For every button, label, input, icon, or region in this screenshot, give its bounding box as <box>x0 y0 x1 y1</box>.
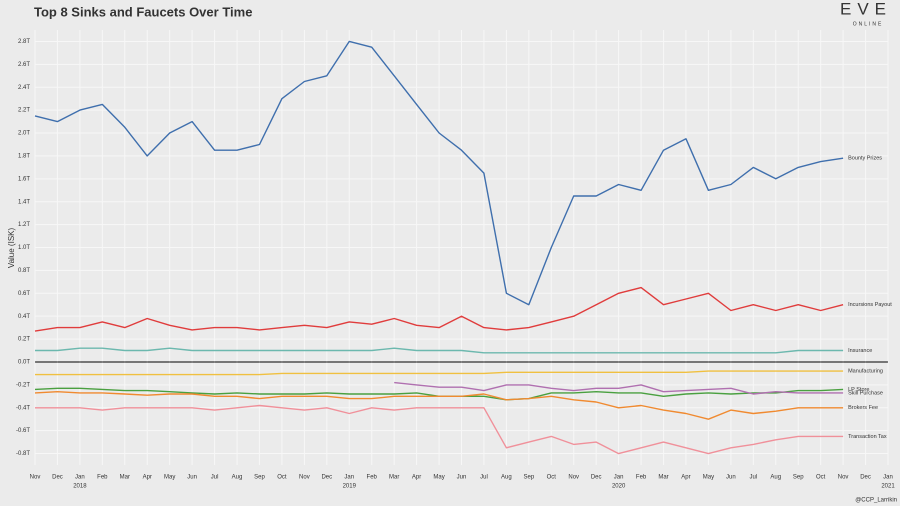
series-label: Brokers Fee <box>848 405 878 411</box>
y-tick-label: 0.6T <box>18 291 30 297</box>
x-tick-label: Mar <box>120 475 130 481</box>
x-tick-label: Feb <box>367 475 378 481</box>
x-tick-label: Nov <box>30 475 41 481</box>
y-tick-label: -0.4T <box>16 405 30 411</box>
y-tick-label: 1.0T <box>18 245 30 251</box>
y-axis-label: Value (ISK) <box>7 228 16 269</box>
y-tick-label: 0.4T <box>18 314 30 320</box>
credit: @CCP_Larrikin <box>855 498 897 504</box>
series-line <box>35 370 844 376</box>
chart-title: Top 8 Sinks and Faucets Over Time <box>34 4 252 19</box>
x-tick-label: May <box>164 475 175 481</box>
series-label: Skill Purchase <box>848 390 883 396</box>
x-tick-label: Oct <box>547 475 557 481</box>
x-tick-label: Jan <box>75 475 85 481</box>
x-tick-label: Sep <box>254 475 265 481</box>
x-tick-label: Aug <box>232 475 243 481</box>
lines: Bounty Prizes Incursions Payout Insurance M… <box>34 40 892 455</box>
y-tick-label: 0.8T <box>18 268 30 274</box>
y-tick-label: 2.8T <box>18 39 30 45</box>
series-line <box>35 347 844 354</box>
x-tick-label: Jun <box>187 475 197 481</box>
x-year-label: 2021 <box>881 484 895 490</box>
x-tick-label: Feb <box>636 475 647 481</box>
y-tick-label: 0.0T <box>18 360 30 366</box>
x-tick-label: Oct <box>277 475 287 481</box>
y-tick-label: -0.6T <box>16 428 30 434</box>
x-tick-label: Nov <box>838 475 849 481</box>
x-tick-label: Dec <box>321 475 332 481</box>
series-line <box>394 381 844 395</box>
series-line <box>34 391 844 420</box>
x-tick-label: Aug <box>770 475 781 481</box>
x-tick-label: Apr <box>412 475 421 481</box>
x-tick-label: May <box>703 475 714 481</box>
x-tick-label: Sep <box>523 475 534 481</box>
series-line <box>35 404 844 455</box>
x-tick-label: Oct <box>816 475 826 481</box>
x-tick-label: Sep <box>793 475 804 481</box>
y-tick-label: 1.6T <box>18 176 30 182</box>
x-tick-label: Jun <box>457 475 467 481</box>
series-label: Bounty Prizes <box>848 156 882 162</box>
x-tick-label: Jul <box>480 475 488 481</box>
x-year-label: 2018 <box>73 484 87 490</box>
series-label: LP Store <box>848 387 869 393</box>
y-tick-label: 2.4T <box>18 85 30 91</box>
series-line <box>34 286 844 332</box>
x-tick-label: Nov <box>299 475 310 481</box>
y-tick-label: -0.8T <box>16 451 30 457</box>
logo-sub: ONLINE <box>853 21 884 27</box>
series-label: Insurance <box>848 348 872 354</box>
y-tick-label: 2.6T <box>18 62 30 68</box>
x-tick-label: Dec <box>52 475 63 481</box>
grid: 2.8T 2.6T 2.4T 2.2T 2.0T 1.8T 1.6T 1.4T 1.2T 1.0T… <box>16 30 895 490</box>
series-label: Manufacturing <box>848 369 883 375</box>
y-tick-label: 1.8T <box>18 153 30 159</box>
x-tick-label: Jun <box>726 475 736 481</box>
series-label: Incursions Payout <box>848 302 892 308</box>
x-tick-label: Jan <box>344 475 354 481</box>
x-tick-label: Nov <box>568 475 579 481</box>
y-tick-label: 0.2T <box>18 337 30 343</box>
x-tick-label: Dec <box>591 475 602 481</box>
x-tick-label: Dec <box>860 475 871 481</box>
x-tick-label: Feb <box>97 475 108 481</box>
y-tick-label: 1.2T <box>18 222 30 228</box>
x-tick-label: May <box>433 475 444 481</box>
x-tick-label: Apr <box>143 475 152 481</box>
series-line <box>34 40 844 306</box>
y-tick-label: -0.2T <box>16 382 30 388</box>
x-tick-label: Mar <box>389 475 399 481</box>
x-tick-label: Aug <box>501 475 512 481</box>
logo: EVE <box>840 0 892 18</box>
x-tick-label: Apr <box>681 475 690 481</box>
y-tick-label: 2.0T <box>18 131 30 137</box>
series-label: Transaction Tax <box>848 434 887 440</box>
x-tick-label: Mar <box>658 475 668 481</box>
x-tick-label: Jan <box>883 475 893 481</box>
x-tick-label: Jul <box>211 475 219 481</box>
x-year-label: 2019 <box>343 484 357 490</box>
x-tick-label: Jan <box>614 475 624 481</box>
x-tick-label: Jul <box>749 475 757 481</box>
y-tick-label: 2.2T <box>18 108 30 114</box>
x-year-label: 2020 <box>612 484 626 490</box>
y-tick-label: 1.4T <box>18 199 30 205</box>
